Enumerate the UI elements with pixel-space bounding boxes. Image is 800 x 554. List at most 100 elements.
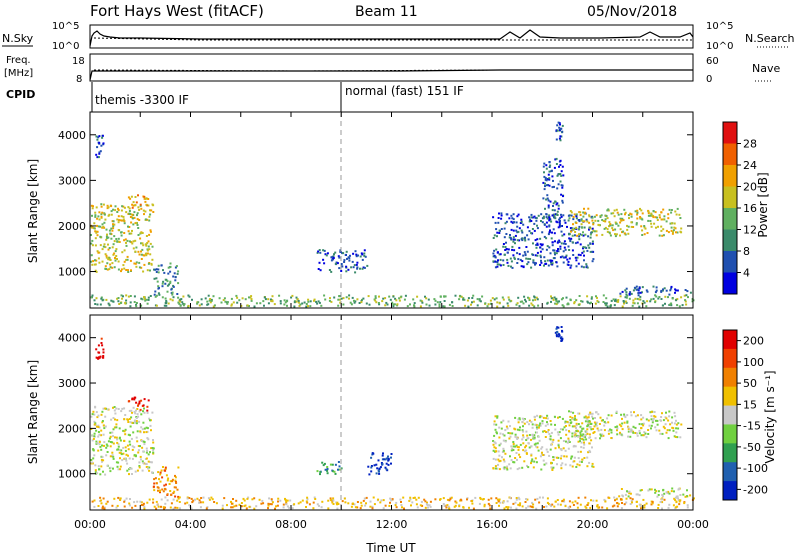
echo-cell [102,348,105,351]
echo-cell [110,227,113,230]
echo-cell [333,253,335,256]
echo-cell [141,298,144,301]
echo-cell [494,415,497,418]
echo-cell [667,490,670,493]
echo-cell [521,417,524,420]
echo-cell [546,501,549,504]
echo-cell [542,165,545,168]
echo-cell [570,237,573,240]
echo-cell [354,271,357,274]
echo-cell [624,213,626,216]
echo-cell [169,298,172,301]
echo-cell [498,460,501,463]
colorbar-tick-label: -15 [743,420,761,433]
echo-cell [340,270,343,272]
echo-cell [179,298,182,301]
echo-cell [100,465,103,468]
echo-cell [332,258,335,261]
echo-cell [101,356,104,359]
echo-cell [621,217,624,220]
echo-cell [663,492,666,495]
echo-cell [152,441,155,444]
echo-cell [489,302,492,305]
echo-cell [493,441,496,444]
echo-cell [500,427,503,430]
echo-cell [506,261,509,264]
echo-cell [95,135,98,138]
echo-cell [669,423,672,426]
echo-cell [588,433,591,436]
echo-cell [111,451,114,454]
echo-cell [526,434,529,437]
echo-cell [562,440,565,442]
echo-cell [572,254,575,256]
echo-cell [533,443,536,446]
echo-cell [578,227,581,230]
echo-cell [506,465,509,468]
echo-cell [106,408,109,411]
echo-cell [642,498,645,501]
echo-cell [550,261,552,264]
echo-cell [655,286,658,289]
echo-cell [591,242,594,245]
echo-cell [506,427,509,430]
echo-cell [90,226,93,229]
echo-cell [97,215,100,218]
colorbar-segment [723,186,737,209]
echo-cell [140,207,143,210]
echo-cell [327,507,330,510]
echo-cell [601,506,604,509]
echo-cell [167,477,170,480]
echo-cell [123,220,126,223]
echo-cell [686,495,688,498]
echo-cell [331,255,334,258]
echo-cell [555,252,558,255]
echo-cell [657,503,660,506]
echo-cell [526,437,529,440]
echo-cell [494,266,497,269]
velocity-ylabel: Slant Range [km] [26,360,40,464]
echo-cell [502,449,505,452]
echo-cell [271,501,274,504]
echo-cell [259,302,262,305]
echo-cell [413,304,415,307]
echo-cell [627,430,630,433]
echo-cell [586,465,589,468]
echo-cell [494,428,497,431]
echo-cell [382,297,385,300]
echo-cell [391,498,394,501]
echo-cell [129,301,132,304]
echo-cell [492,457,495,460]
echo-cell [631,498,634,501]
echo-cell [560,449,563,452]
echo-cell [93,413,96,416]
echo-cell [643,226,646,229]
echo-cell [273,303,276,306]
echo-cell [147,262,150,265]
power-echo-region [542,157,565,228]
echo-cell [326,469,329,472]
echo-cell [587,235,590,238]
echo-cell [552,179,554,182]
echo-cell [243,499,246,502]
echo-cell [652,216,655,219]
echo-cell [645,305,648,308]
echo-cell [113,252,116,255]
nsearch-label: N.Search [745,32,795,45]
echo-cell [559,247,562,250]
echo-cell [615,222,618,225]
echo-cell [625,296,628,299]
echo-cell [539,246,542,249]
velocity-echo-region [367,452,393,476]
echo-cell [112,417,115,419]
echo-cell [579,450,582,453]
echo-cell [206,506,209,509]
echo-cell [659,501,662,503]
echo-cell [587,244,590,247]
echo-cell [412,497,415,499]
echo-cell [542,496,544,499]
echo-cell [560,225,563,227]
echo-cell [545,248,548,251]
echo-cell [588,436,591,439]
echo-cell [582,266,585,269]
